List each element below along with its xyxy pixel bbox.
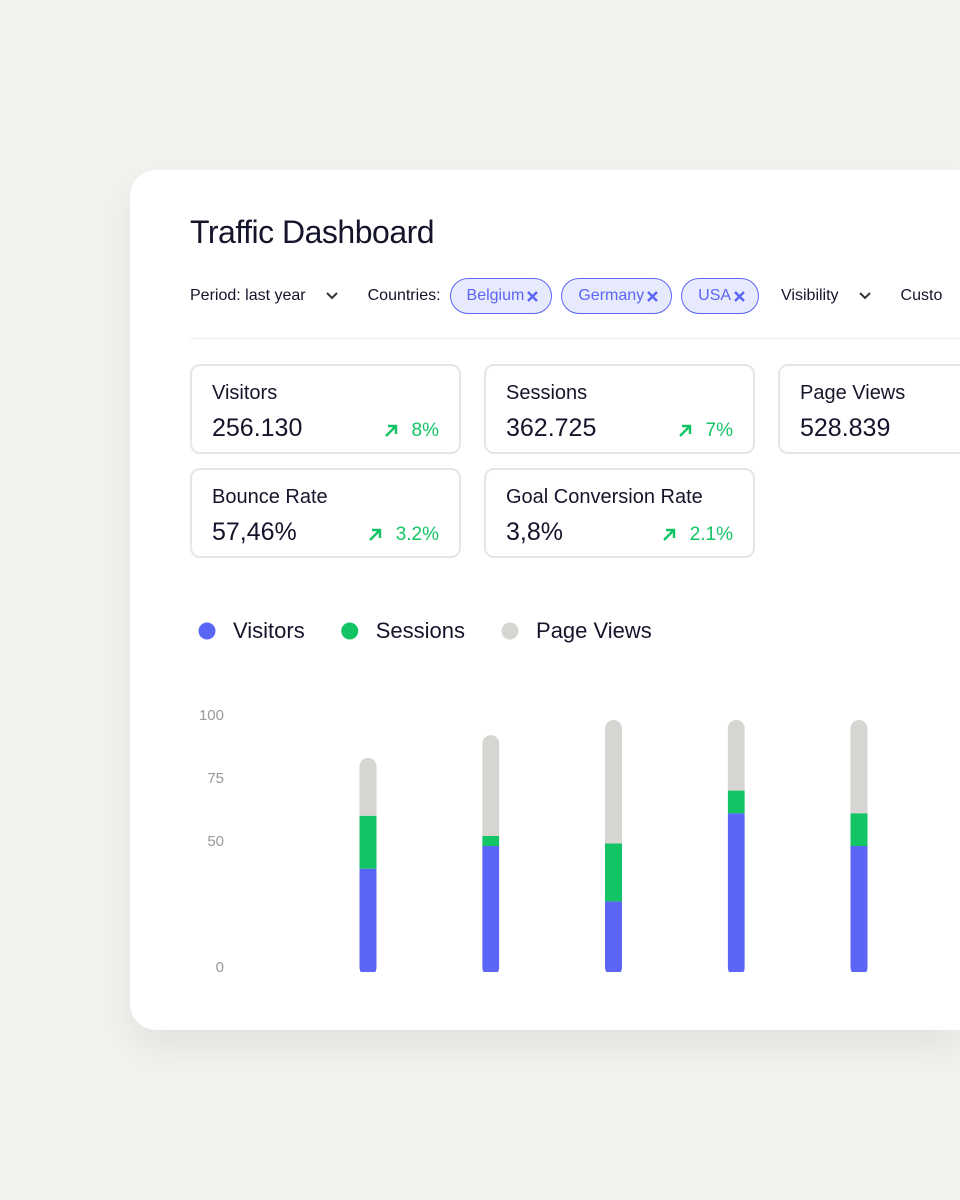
- stat-change: 3.2%: [368, 524, 439, 546]
- y-tick-label: 50: [207, 833, 224, 850]
- remove-icon[interactable]: [733, 290, 746, 303]
- bar-stack: [359, 757, 377, 972]
- change-text: 3.2%: [395, 524, 439, 545]
- countries-label: Countries:: [367, 287, 441, 304]
- divider: [190, 338, 960, 339]
- stat-label: Goal Conversion Rate: [506, 486, 703, 508]
- stat-card: Page Views 528.839: [778, 364, 960, 454]
- stat-change: 8%: [384, 420, 439, 442]
- country-chip[interactable]: USA: [681, 278, 760, 314]
- bar-stack: [605, 720, 622, 972]
- filter-bar: Period: last year Countries: Belgium Ger…: [190, 278, 942, 314]
- stat-label: Visitors: [212, 382, 278, 404]
- remove-icon[interactable]: [646, 290, 659, 303]
- bar-segment: [727, 720, 745, 791]
- chevron[interactable]: [325, 292, 338, 300]
- up-arrow: [368, 528, 381, 541]
- chip-text: Germany: [578, 287, 645, 304]
- stat-value: 57,46%: [212, 518, 297, 546]
- stat-value: 362.725: [506, 414, 597, 442]
- stat-card: Sessions 362.725 7%: [484, 364, 755, 454]
- dashboard-card: Traffic Dashboard Period: last year Coun…: [130, 170, 960, 1030]
- bar-stack: [727, 720, 745, 972]
- stat-card: Visitors 256.130 8%: [190, 364, 461, 454]
- legend-swatch: [341, 622, 359, 640]
- country-chip[interactable]: Germany: [561, 278, 673, 314]
- stat-value: 256.130: [212, 414, 303, 442]
- country-chip[interactable]: Belgium: [449, 278, 553, 314]
- stat-value: 3,8%: [506, 518, 563, 546]
- chip-text: USA: [698, 287, 732, 304]
- legend-label: Visitors: [233, 618, 305, 643]
- stat-card: Goal Conversion Rate 3,8% 2.1%: [484, 468, 755, 558]
- legend-swatch: [501, 622, 519, 640]
- period-filter[interactable]: Period: last year: [190, 287, 306, 304]
- bar-segment: [359, 757, 377, 816]
- up-arrow: [678, 424, 691, 437]
- chip-text: Belgium: [466, 287, 525, 304]
- bar-segment: [359, 815, 377, 869]
- visibility-filter[interactable]: Visibility: [781, 287, 839, 304]
- bar-segment: [482, 735, 500, 836]
- bar-segment: [605, 720, 622, 844]
- custom-filter[interactable]: Custo: [900, 287, 943, 304]
- legend-label: Sessions: [376, 618, 465, 643]
- up-arrow: [662, 528, 675, 541]
- stat-label: Page Views: [800, 382, 906, 404]
- bar-segment: [605, 843, 622, 902]
- bar-segment: [850, 720, 868, 814]
- remove-icon[interactable]: [526, 290, 539, 303]
- bar-segment: [482, 846, 500, 972]
- legend-swatch: [198, 622, 216, 640]
- y-tick-label: 100: [199, 707, 224, 724]
- bar-segment: [727, 813, 745, 972]
- bar-segment: [359, 868, 377, 972]
- stat-change: 2.1%: [662, 524, 733, 546]
- change-text: 7%: [705, 420, 733, 441]
- bar-stack: [482, 735, 500, 972]
- stat-label: Bounce Rate: [212, 486, 328, 508]
- chart: 0 50 75 100 Visitors Sessions Page Views: [198, 618, 868, 976]
- chevron[interactable]: [858, 292, 871, 300]
- bar-segment: [727, 790, 745, 814]
- bar-segment: [850, 813, 868, 846]
- stat-label: Sessions: [506, 382, 588, 404]
- bar-stack: [850, 720, 868, 972]
- y-tick-label: 75: [207, 770, 224, 787]
- change-text: 2.1%: [689, 524, 733, 545]
- stat-change: 7%: [678, 420, 733, 442]
- stat-value: 528.839: [800, 414, 891, 442]
- change-text: 8%: [411, 420, 439, 441]
- legend-label: Page Views: [536, 618, 652, 643]
- bar-segment: [605, 901, 622, 972]
- y-tick-label: 0: [216, 959, 224, 976]
- bar-segment: [482, 835, 500, 846]
- up-arrow: [384, 424, 397, 437]
- title: Traffic Dashboard: [190, 214, 435, 250]
- stat-card: Bounce Rate 57,46% 3.2%: [190, 468, 461, 558]
- bar-segment: [850, 846, 868, 972]
